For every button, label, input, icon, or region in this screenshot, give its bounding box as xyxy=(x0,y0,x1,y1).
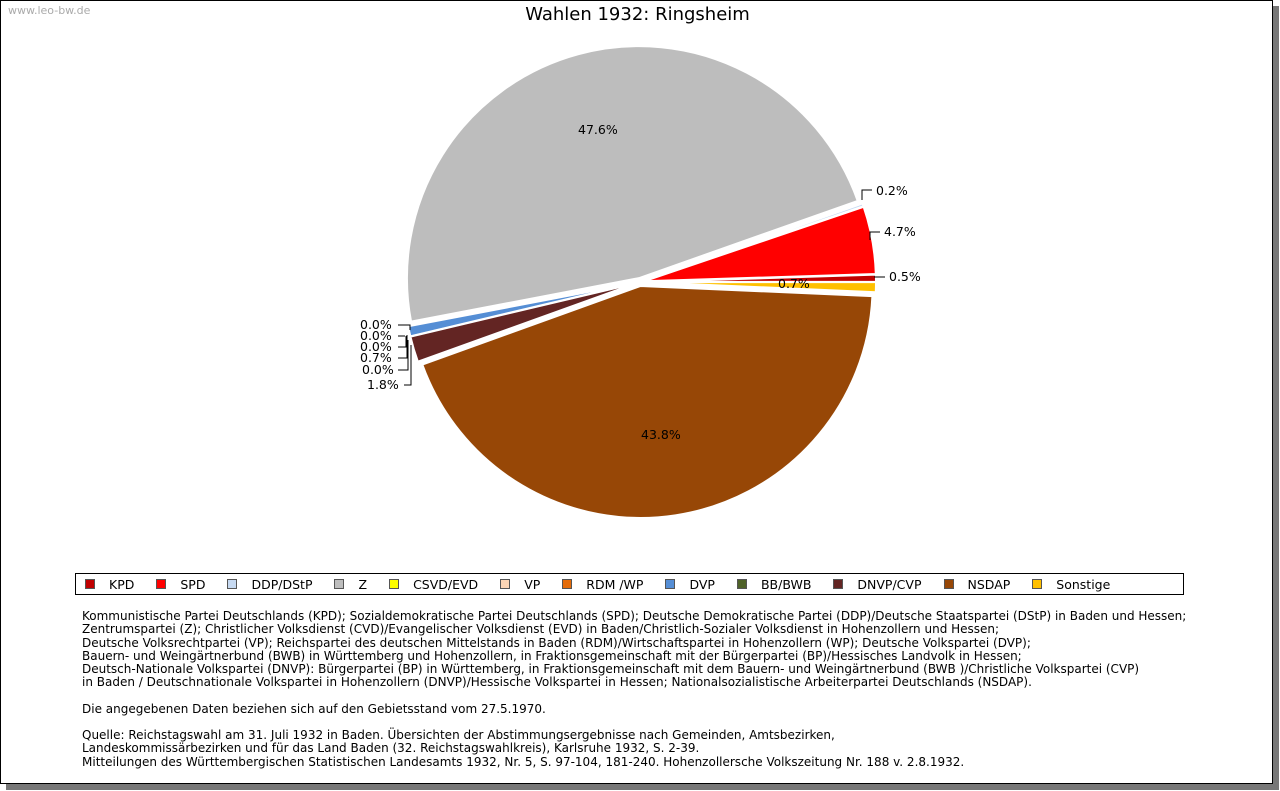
watermark: www.leo-bw.de xyxy=(8,4,91,17)
legend-item: VP xyxy=(500,577,540,592)
legend-item: DNVP/CVP xyxy=(833,576,922,592)
slice-label-z: 47.6% xyxy=(578,122,618,137)
legend-swatch xyxy=(85,579,95,589)
legend-item: Z xyxy=(334,577,367,592)
pie-chart: 47.6% 43.8% 0.7% 0.2% 4.7% 0.5% 0.0% 0.0… xyxy=(360,45,921,519)
slice-label-rdm: 0.0% xyxy=(360,339,392,354)
legend-label: VP xyxy=(524,576,541,592)
legend: KPD SPD DDP/DStP Z CSVD/EVD VP RDM /WP DVP BB/BW… xyxy=(75,573,1184,595)
legend-label: Sonstige xyxy=(1056,576,1111,592)
legend-item: SPD xyxy=(156,577,205,592)
legend-item: DDP/DStP xyxy=(227,577,312,592)
legend-label: DDP/DStP xyxy=(251,576,313,592)
legend-label: CSVD/EVD xyxy=(413,576,479,592)
pie-slice-sonstige xyxy=(643,281,877,294)
legend-item: CSVD/EVD xyxy=(389,577,478,592)
legend-label: SPD xyxy=(180,576,206,592)
legend-swatch xyxy=(500,579,511,589)
notes: Kommunistische Partei Deutschlands (KPD)… xyxy=(82,609,1187,769)
legend-item: NSDAP xyxy=(943,576,1011,592)
pie-slice-z xyxy=(406,45,860,323)
note-line: Bauern- und Weingärtnerbund (BWB) in Wür… xyxy=(82,648,1022,663)
legend-label: BB/BWB xyxy=(760,576,812,592)
legend-label: DNVP/CVP xyxy=(857,576,922,592)
slice-label-csvd: 0.0% xyxy=(360,317,392,332)
slice-label-spd: 4.7% xyxy=(884,224,916,239)
legend-swatch xyxy=(156,579,167,589)
legend-item: KPD xyxy=(85,577,134,592)
slice-label-bb: 0.0% xyxy=(362,362,394,377)
legend-swatch xyxy=(1032,579,1043,589)
legend-label: NSDAP xyxy=(967,576,1011,592)
note-line: Deutsche Volksrechtpartei (VP); Reichspa… xyxy=(82,635,1031,650)
pie-slice-nsdap xyxy=(421,284,874,519)
legend-swatch xyxy=(334,579,345,589)
legend-item: Sonstige xyxy=(1032,577,1110,592)
legend-item: RDM /WP xyxy=(562,577,643,592)
legend-swatch xyxy=(227,579,238,589)
legend-label: RDM /WP xyxy=(586,576,644,592)
pie-slice-ddp-dstp xyxy=(643,202,865,282)
source-line: Landeskommissärbezirken und für das Land… xyxy=(82,741,700,756)
source-line: Mitteilungen des Württembergischen Stati… xyxy=(82,754,965,769)
slice-label-vp: 0.0% xyxy=(360,328,392,343)
legend-swatch xyxy=(665,579,676,589)
slice-label-ddp: 0.2% xyxy=(876,183,908,198)
pie-slice-dnvp-cvp xyxy=(409,282,637,364)
chart-title: Wahlen 1932: Ringsheim xyxy=(525,4,750,25)
legend-swatch xyxy=(833,579,844,589)
legend-swatch xyxy=(562,579,573,589)
legend-swatch xyxy=(943,579,954,589)
gebietsstand-note: Die angegebenen Daten beziehen sich auf … xyxy=(82,701,546,716)
legend-item: DVP xyxy=(665,577,715,592)
slice-label-nsdap: 43.8% xyxy=(641,427,681,442)
slice-label-sonstige: 0.7% xyxy=(778,276,810,291)
legend-item: BB/BWB xyxy=(736,576,812,592)
slice-label-kpd: 0.5% xyxy=(889,269,921,284)
legend-label: KPD xyxy=(109,576,135,592)
legend-swatch xyxy=(389,579,400,589)
source-line: Quelle: Reichstagswahl am 31. Juli 1932 … xyxy=(82,728,835,743)
legend-label: Z xyxy=(358,576,368,592)
legend-swatch xyxy=(736,579,747,589)
pie-slices xyxy=(406,45,878,519)
leader-lines xyxy=(398,189,885,386)
note-line: in Baden / Deutschnationale Volkspartei … xyxy=(82,675,1032,690)
slice-label-dvp: 0.7% xyxy=(360,350,392,365)
slice-label-dnvp: 1.8% xyxy=(367,377,399,392)
note-line: Deutsch-Nationale Volkspartei (DNVP): Bü… xyxy=(82,662,1140,677)
legend-label: DVP xyxy=(689,576,715,592)
note-line: Zentrumspartei (Z); Christlicher Volksdi… xyxy=(82,622,1000,637)
note-line: Kommunistische Partei Deutschlands (KPD)… xyxy=(82,609,1187,623)
